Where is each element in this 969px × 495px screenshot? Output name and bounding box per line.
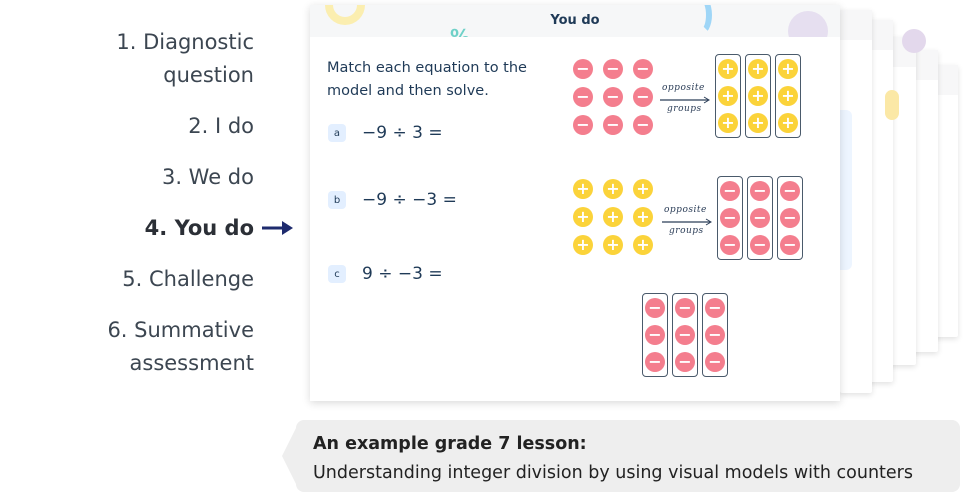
negative-counter: − [675,325,695,345]
equation-text: 9 ÷ −3 = [362,264,443,284]
positive-counter: + [778,86,798,106]
positive-counter: + [748,59,768,79]
decoration [690,5,712,35]
positive-counter: + [633,179,653,199]
model-label: opposite [662,83,705,93]
badge-b: b [328,191,346,209]
step-label: 5. Challenge [122,267,254,291]
model-label: opposite [664,205,707,215]
step-label: 4. You do [144,216,254,240]
negative-counter: − [633,59,653,79]
counter-group [717,176,743,260]
negative-counter: − [705,352,725,372]
positive-counter: + [633,235,653,255]
equation-text: −9 ÷ −3 = [362,190,457,210]
counter-group [777,176,803,260]
you-do-slide: % You do Match each equation to the mode… [310,5,840,401]
equation-text: −9 ÷ 3 = [362,123,443,143]
positive-counter: + [603,179,623,199]
counter-group [642,293,668,377]
negative-counter: − [573,87,593,107]
arrow-icon [662,218,712,226]
negative-counter: − [780,208,800,228]
counter-group [747,176,773,260]
negative-counter: − [645,298,665,318]
negative-counter: − [633,87,653,107]
positive-counter: + [573,235,593,255]
step-label: assessment [129,351,254,375]
negative-counter: − [750,235,770,255]
badge-c: c [328,265,346,283]
negative-counter: − [645,325,665,345]
negative-counter: − [603,115,623,135]
positive-counter: + [718,86,738,106]
equation-a: a −9 ÷ 3 = [328,123,443,143]
arrow-icon [660,96,710,104]
step-we-do[interactable]: 3. We do [162,161,254,194]
negative-counter: − [720,181,740,201]
negative-counter: − [573,115,593,135]
step-diagnostic[interactable]: 1. Diagnostic question [116,26,254,92]
negative-counter: − [780,235,800,255]
positive-counter: + [778,59,798,79]
step-label: 2. I do [188,114,254,138]
positive-counter: + [778,113,798,133]
slide-title: You do [550,13,600,28]
counter-group [775,54,801,138]
negative-counter: − [573,59,593,79]
step-i-do[interactable]: 2. I do [188,110,254,143]
positive-counter: + [573,207,593,227]
step-label: question [163,63,254,87]
positive-counter: + [718,59,738,79]
negative-counter: − [675,352,695,372]
counter-group [715,54,741,138]
negative-counter: − [780,181,800,201]
step-label: 6. Summative [107,318,254,342]
positive-counter: + [748,86,768,106]
step-label: 1. Diagnostic [116,30,254,54]
counter-group [745,54,771,138]
decoration [788,11,828,37]
arrow-right-icon [262,221,293,235]
counter-group [702,293,728,377]
step-you-do[interactable]: 4. You do [145,212,254,245]
caption-subtitle: Understanding integer division by using … [313,463,913,483]
negative-counter: − [675,298,695,318]
instruction-text: Match each equation to the model and the… [327,60,527,99]
negative-counter: − [705,325,725,345]
model-label: groups [669,226,704,236]
decoration: % [450,25,471,37]
negative-counter: − [705,298,725,318]
positive-counter: + [748,113,768,133]
positive-counter: + [573,179,593,199]
step-challenge[interactable]: 5. Challenge [122,263,254,296]
model-label: groups [667,104,702,114]
negative-counter: − [750,208,770,228]
negative-counter: − [750,181,770,201]
positive-counter: + [718,113,738,133]
caption-title: An example grade 7 lesson: [313,434,587,454]
badge-a: a [328,124,346,142]
counter-group [672,293,698,377]
slide-header: % You do [310,5,840,37]
caption-bubble: An example grade 7 lesson: Understanding… [282,420,960,492]
equation-b: b −9 ÷ −3 = [328,190,457,210]
negative-counter: − [720,208,740,228]
negative-counter: − [603,87,623,107]
positive-counter: + [603,207,623,227]
step-label: 3. We do [161,165,254,189]
decoration [325,5,365,25]
negative-counter: − [645,352,665,372]
negative-counter: − [633,115,653,135]
positive-counter: + [633,207,653,227]
step-summative[interactable]: 6. Summative assessment [107,314,254,380]
equation-c: c 9 ÷ −3 = [328,264,443,284]
negative-counter: − [603,59,623,79]
background-slide [840,10,872,393]
negative-counter: − [720,235,740,255]
positive-counter: + [603,235,623,255]
